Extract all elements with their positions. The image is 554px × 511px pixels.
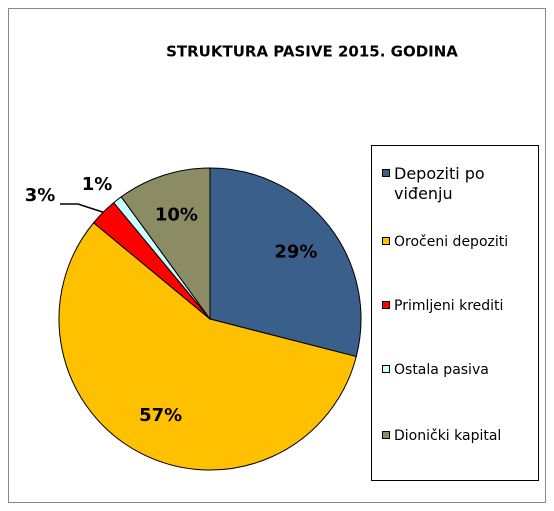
legend-swatch [382, 169, 390, 177]
legend-label: Depoziti po viđenju [394, 164, 485, 203]
pie-slice [120, 167, 211, 321]
legend-label: Oročeni depoziti [394, 234, 509, 250]
legend-swatch [382, 431, 390, 439]
legend-swatch [382, 301, 390, 309]
leader-line [60, 203, 104, 213]
legend-item: Oročeni depoziti [382, 232, 544, 252]
legend-swatch [382, 237, 390, 245]
data-label: 57% [139, 405, 182, 426]
legend: Depoziti po viđenju Oročeni depoziti Priml… [371, 145, 539, 481]
legend-label: Ostala pasiva [394, 362, 489, 378]
legend-label: Dionički kapital [394, 428, 502, 444]
data-label: 1% [82, 174, 113, 195]
legend-item: Depoziti po viđenju [382, 164, 544, 205]
chart-title: STRUKTURA PASIVE 2015. GODINA [166, 43, 458, 61]
data-label: 10% [155, 205, 198, 226]
data-label: 29% [274, 241, 317, 262]
pie-slice [58, 222, 357, 471]
legend-swatch [382, 365, 390, 373]
legend-label: Primljeni krediti [394, 298, 504, 314]
legend-item: Ostala pasiva [382, 360, 544, 380]
legend-item: Dionički kapital [382, 426, 544, 446]
pie-slice [209, 167, 362, 358]
legend-item: Primljeni krediti [382, 296, 544, 316]
data-label: 3% [25, 185, 56, 206]
